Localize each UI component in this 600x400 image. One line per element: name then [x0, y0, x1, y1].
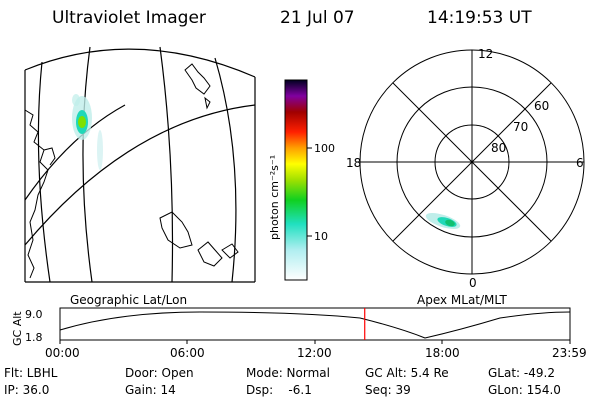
timeline-ymax: 9.0 [25, 308, 43, 321]
status-filter: Flt: LBHL [4, 366, 58, 380]
aurora-emission-geo [72, 94, 103, 170]
polar-label-18: 18 [346, 156, 361, 170]
timeline-ymin: 1.8 [25, 331, 43, 344]
coastline [221, 243, 239, 259]
timeline-tick-0600: 06:00 [170, 346, 205, 360]
status-door: Door: Open [125, 366, 194, 380]
latitude-line [24, 104, 256, 246]
coastline [184, 63, 211, 95]
timeline-frame [59, 307, 571, 341]
status-seq: Seq: 39 [365, 383, 411, 397]
polar-diagonal [392, 82, 552, 242]
coastline [24, 109, 49, 279]
coastline [197, 241, 223, 267]
polar-label-70: 70 [513, 120, 528, 134]
polar-label-80: 80 [491, 141, 506, 155]
timeline-tick-2359: 23:59 [552, 346, 587, 360]
polar-label-0: 0 [469, 276, 477, 290]
coastline [159, 211, 193, 249]
meridian-line [214, 57, 237, 283]
status-glon: GLon: 154.0 [488, 383, 561, 397]
instrument-title: Ultraviolet Imager [52, 8, 206, 28]
meridian-line [37, 61, 51, 283]
polar-caption: Apex MLat/MLT [417, 293, 507, 307]
altitude-curve [59, 311, 571, 339]
latitude-line [24, 104, 126, 201]
timeline-ylabel: GC Alt [11, 311, 24, 346]
status-glat: GLat: -49.2 [488, 366, 555, 380]
colorbar-unit-label: photon cm⁻²s⁻¹ [268, 155, 281, 240]
aurora-emission-polar [425, 213, 461, 229]
timeline-tick-0000: 00:00 [45, 346, 80, 360]
geo-caption: Geographic Lat/Lon [70, 293, 188, 307]
date-label: 21 Jul 07 [280, 8, 355, 28]
status-gc-alt: GC Alt: 5.4 Re [365, 366, 449, 380]
status-mode: Mode: Normal [246, 366, 330, 380]
status-dsp: Dsp: -6.1 [246, 383, 312, 397]
colorbar-tick-10: 10 [314, 230, 328, 243]
status-ip: IP: 36.0 [4, 383, 50, 397]
meridian-line [82, 46, 93, 283]
meridian-line [159, 46, 174, 283]
timeline-tick-1200: 12:00 [297, 346, 332, 360]
status-gain: Gain: 14 [125, 383, 176, 397]
coastline [204, 96, 211, 110]
polar-label-60: 60 [534, 99, 549, 113]
timeline-tick-1800: 18:00 [425, 346, 460, 360]
time-label: 14:19:53 UT [427, 8, 532, 28]
polar-label-6: 6 [576, 156, 584, 170]
colorbar-tick-100: 100 [314, 142, 335, 155]
map-top-border [24, 48, 256, 78]
polar-label-12: 12 [478, 47, 493, 61]
coastline [43, 147, 56, 166]
